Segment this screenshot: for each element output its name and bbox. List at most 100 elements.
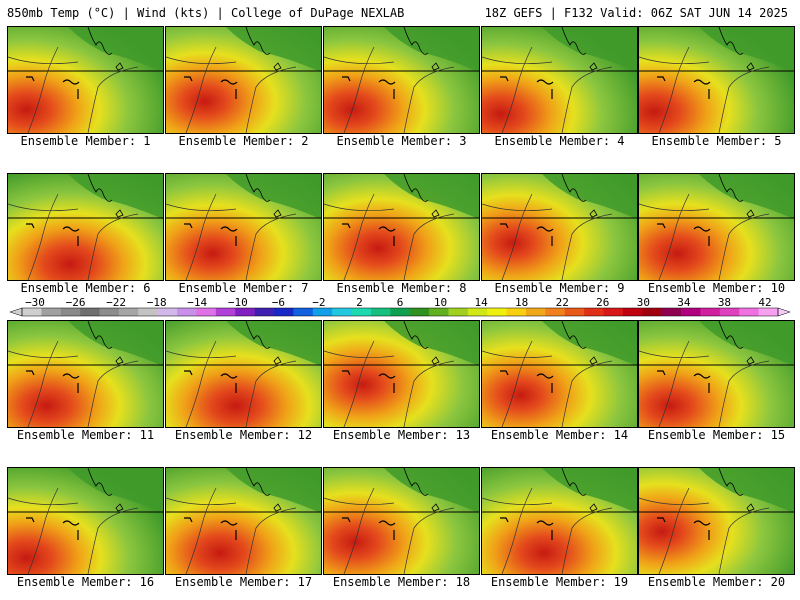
- colorbar-swatch: [293, 308, 314, 316]
- contour-line: [343, 46, 375, 133]
- contour-line: [501, 46, 533, 133]
- contour-line: [501, 193, 533, 280]
- member-label: Ensemble Member: 10: [647, 281, 786, 295]
- island-outline: [431, 356, 440, 365]
- contour-line: [658, 46, 690, 133]
- colorbar-swatch: [545, 308, 566, 316]
- ensemble-panel-19: [481, 467, 638, 575]
- contour-line: [658, 340, 690, 427]
- island-outline: [115, 503, 124, 512]
- contour-line: [482, 350, 553, 359]
- contour-line: [482, 56, 553, 65]
- contour-line: [343, 487, 375, 574]
- colorbar-swatch: [622, 308, 643, 316]
- colorbar-tick-label: 6: [397, 296, 404, 309]
- contour-line: [403, 360, 455, 427]
- wind-barb: [342, 223, 351, 229]
- colorbar-swatch: [700, 308, 721, 316]
- colorbar-swatch: [526, 308, 546, 316]
- colorbar-swatch: [487, 308, 508, 316]
- contour-line: [639, 203, 710, 212]
- contour-line: [8, 350, 79, 359]
- colorbar-tick-label: 42: [758, 296, 771, 309]
- member-label: Ensemble Member: 11: [16, 428, 155, 442]
- island-outline: [746, 209, 755, 218]
- wind-barb: [342, 517, 351, 523]
- wind-barb: [657, 76, 666, 82]
- wind-barb: [378, 520, 396, 526]
- island-outline: [431, 62, 440, 71]
- contour-line: [185, 193, 217, 280]
- coastline: [718, 27, 744, 55]
- member-label: Ensemble Member: 5: [651, 134, 782, 148]
- island-outline: [589, 62, 598, 71]
- member-label: Ensemble Member: 20: [647, 575, 786, 589]
- contour-line: [87, 360, 139, 427]
- coastline: [561, 468, 587, 496]
- colorbar-tick-label: 38: [718, 296, 731, 309]
- colorbar-tick-label: −18: [147, 296, 167, 309]
- colorbar-swatch: [642, 308, 663, 316]
- coastline: [561, 174, 587, 202]
- cool-region: [226, 321, 321, 366]
- colorbar-tick-label: −6: [272, 296, 285, 309]
- island-outline: [115, 356, 124, 365]
- colorbar-tick-label: 34: [677, 296, 691, 309]
- contour-line: [166, 497, 237, 506]
- member-label: Ensemble Member: 16: [16, 575, 155, 589]
- ensemble-panel-13: [323, 320, 480, 428]
- colorbar-swatch: [118, 308, 139, 316]
- ensemble-panel-6: [7, 173, 164, 281]
- island-outline: [431, 503, 440, 512]
- ensemble-panel-10: [638, 173, 795, 281]
- wind-barb: [693, 373, 711, 379]
- contour-line: [166, 56, 237, 65]
- contour-line: [245, 213, 297, 280]
- member-label: Ensemble Member: 12: [174, 428, 313, 442]
- ensemble-panel-14: [481, 320, 638, 428]
- colorbar-swatch: [157, 308, 178, 316]
- contour-line: [8, 203, 79, 212]
- cool-region: [699, 321, 794, 366]
- colorbar-arrow-left: [9, 307, 23, 317]
- colorbar-swatch: [719, 308, 740, 316]
- wind-barb: [62, 520, 80, 526]
- member-label: Ensemble Member: 6: [20, 281, 151, 295]
- contour-line: [482, 497, 553, 506]
- coastline: [718, 468, 744, 496]
- member-label: Ensemble Member: 19: [490, 575, 629, 589]
- colorbar-swatch: [196, 308, 217, 316]
- contour-line: [718, 507, 770, 574]
- member-label: Ensemble Member: 7: [178, 281, 309, 295]
- valid-time-label: 18Z GEFS | F132 Valid: 06Z SAT JUN 14 20…: [484, 6, 788, 20]
- member-label: Ensemble Member: 14: [490, 428, 629, 442]
- wind-barb: [657, 370, 666, 376]
- colorbar-tick-label: 30: [637, 296, 650, 309]
- ensemble-panel-7: [165, 173, 322, 281]
- ensemble-panel-8: [323, 173, 480, 281]
- ensemble-panel-4: [481, 26, 638, 134]
- contour-line: [403, 66, 455, 133]
- island-outline: [589, 356, 598, 365]
- contour-line: [185, 46, 217, 133]
- colorbar-swatch: [60, 308, 81, 316]
- contour-line: [561, 213, 613, 280]
- colorbar-swatch: [41, 308, 62, 316]
- wind-barb: [184, 370, 193, 376]
- coastline: [403, 321, 429, 349]
- ensemble-panel-9: [481, 173, 638, 281]
- coastline: [403, 174, 429, 202]
- coastline: [87, 468, 113, 496]
- colorbar-tick-label: 26: [596, 296, 609, 309]
- ensemble-panel-18: [323, 467, 480, 575]
- contour-line: [343, 193, 375, 280]
- member-label: Ensemble Member: 9: [494, 281, 625, 295]
- colorbar-tick-label: −26: [66, 296, 86, 309]
- ensemble-panel-12: [165, 320, 322, 428]
- colorbar-tick-label: 22: [556, 296, 569, 309]
- wind-barb: [693, 79, 711, 85]
- contour-line: [718, 360, 770, 427]
- colorbar-tick-label: −30: [25, 296, 45, 309]
- colorbar-swatch: [99, 308, 120, 316]
- colorbar-frame: [21, 307, 779, 317]
